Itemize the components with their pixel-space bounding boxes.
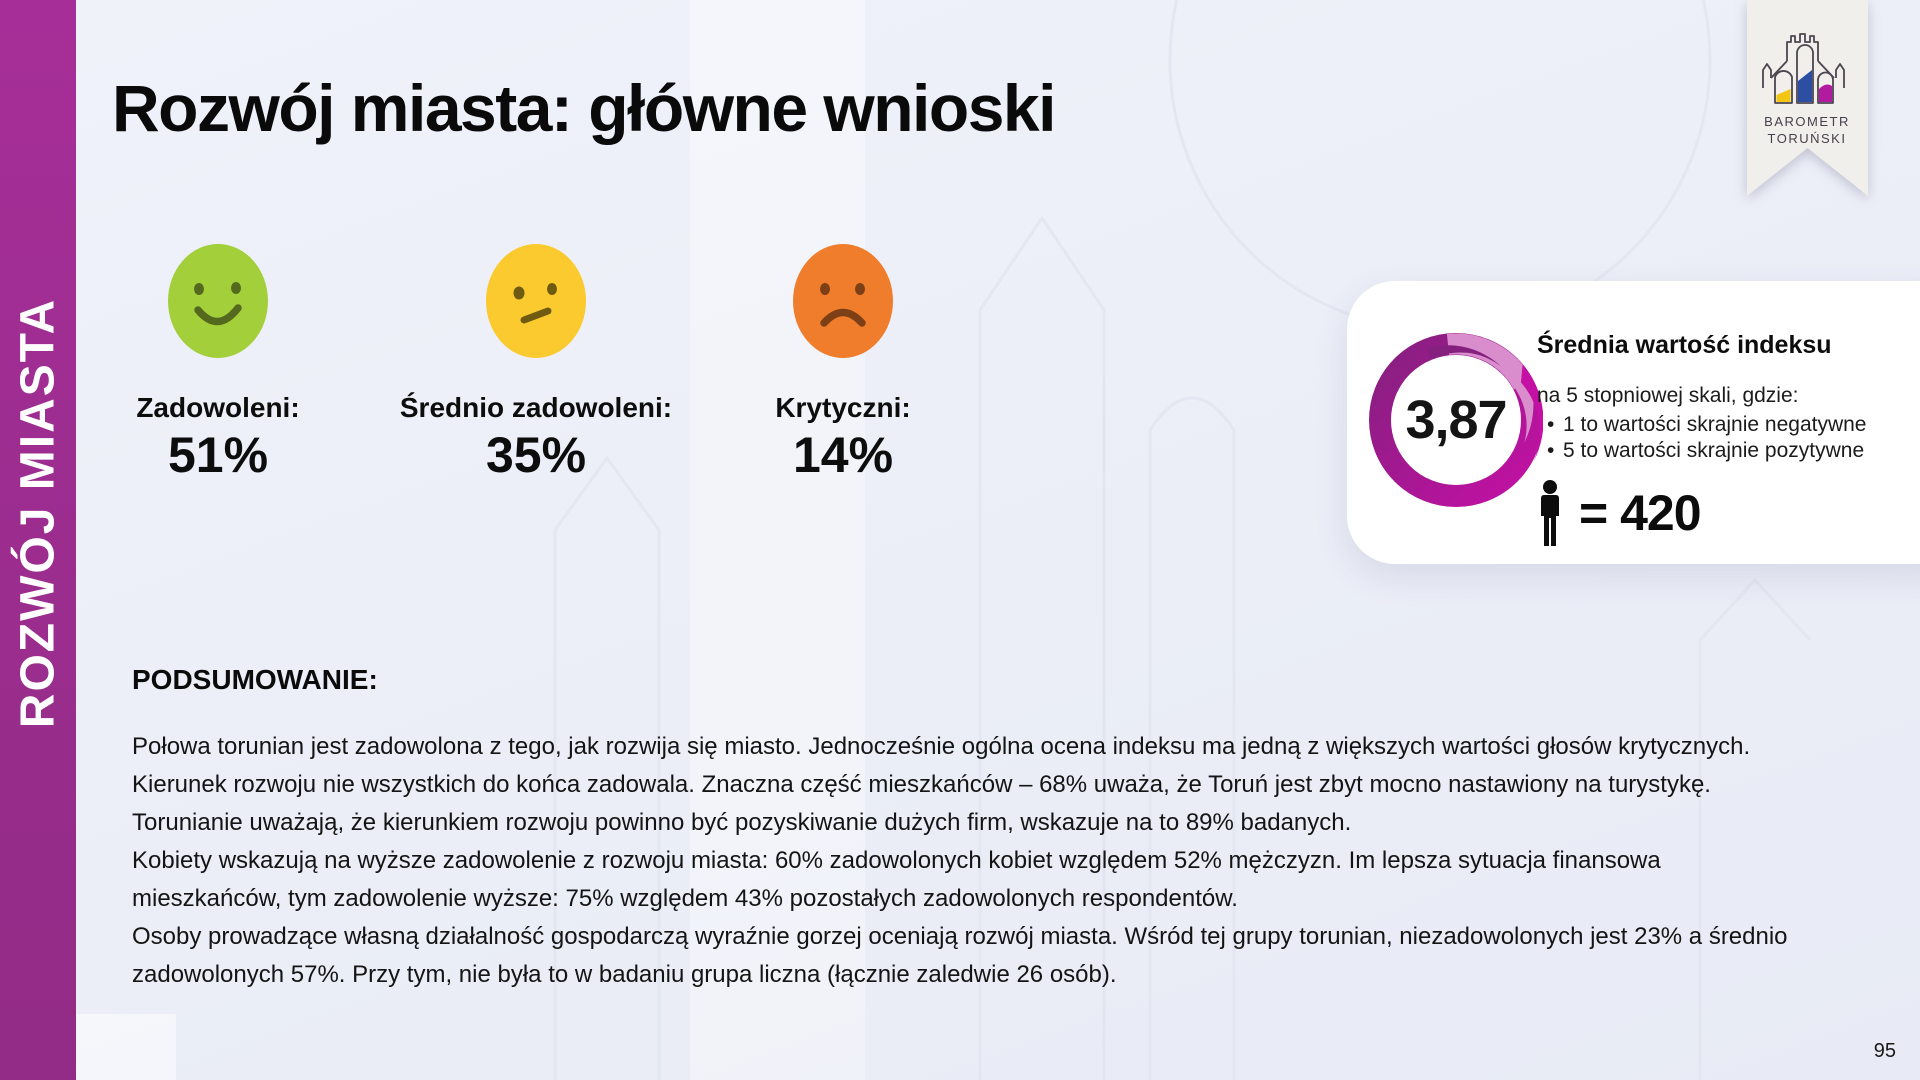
summary-line: Kobiety wskazują na wyższe zadowolenie z…: [132, 847, 1661, 874]
scale-bullet-2: 5 to wartości skrajnie pozytywne: [1537, 438, 1920, 464]
neutral-face-icon: [486, 244, 586, 358]
ribbon-banner-icon: BAROMETR TORUŃSKI: [1747, 0, 1868, 196]
index-scale-intro: na 5 stopniowej skali, gdzie:: [1537, 384, 1799, 407]
summary-line: Kierunek rozwoju nie wszystkich do końca…: [132, 771, 1711, 798]
logo-text-line1: BAROMETR: [1764, 114, 1850, 129]
church-outline-icon: [1762, 33, 1845, 104]
logo-window-blue: [1798, 70, 1812, 102]
index-donut-chart: 3,87: [1369, 333, 1544, 507]
summary-line: Torunianie uważają, że kierunkiem rozwoj…: [132, 809, 1352, 836]
logo-text-line2: TORUŃSKI: [1768, 131, 1847, 146]
respondents-row: = 420: [1537, 480, 1920, 546]
section-sidebar: ROZWÓJ MIASTA: [0, 0, 76, 1080]
summary-heading: PODSUMOWANIE:: [132, 664, 378, 695]
summary-line: zadowolonych 57%. Przy tym, nie była to …: [132, 961, 1117, 988]
logo-window-yellow: [1776, 89, 1791, 102]
happy-face-icon: [168, 244, 268, 358]
sentiment-satisfied: Zadowoleni: 51%: [58, 244, 378, 484]
sad-face-icon: [793, 244, 893, 358]
index-value: 3,87: [1405, 390, 1507, 450]
sentiment-value: 14%: [792, 427, 894, 483]
summary-line: Połowa torunian jest zadowolona z tego, …: [132, 733, 1751, 760]
index-heading: Średnia wartość indeksu: [1537, 331, 1832, 359]
scale-bullet-1: 1 to wartości skrajnie negatywne: [1537, 412, 1920, 438]
index-scale-list: 1 to wartości skrajnie negatywne 5 to wa…: [1537, 412, 1920, 464]
respondents-count: = 420: [1579, 485, 1702, 541]
sentiment-neutral: Średnio zadowoleni: 35%: [376, 244, 696, 484]
summary-line: mieszkańców, tym zadowolenie wyższe: 75%…: [132, 885, 1238, 912]
person-icon: [1541, 480, 1559, 546]
logo-window-magenta: [1819, 84, 1832, 102]
sentiment-label: Średnio zadowoleni:: [399, 392, 673, 423]
sentiment-label: Zadowoleni:: [136, 392, 300, 423]
index-card: 3,87 Średnia wartość indeksu na 5 stopni…: [1347, 281, 1920, 564]
page-title: Rozwój miasta: główne wnioski: [112, 71, 1056, 145]
summary-line: Osoby prowadzące własną działalność gosp…: [132, 923, 1788, 950]
summary-text: Połowa torunian jest zadowolona z tego, …: [132, 728, 1788, 994]
barometr-torunski-logo: BAROMETR TORUŃSKI: [1747, 0, 1868, 196]
page-number: 95: [1873, 1040, 1896, 1062]
sentiment-critical: Krytyczni: 14%: [683, 244, 1003, 484]
sentiment-value: 51%: [167, 427, 269, 483]
sentiment-label: Krytyczni:: [775, 392, 911, 423]
sentiment-value: 35%: [485, 427, 587, 483]
